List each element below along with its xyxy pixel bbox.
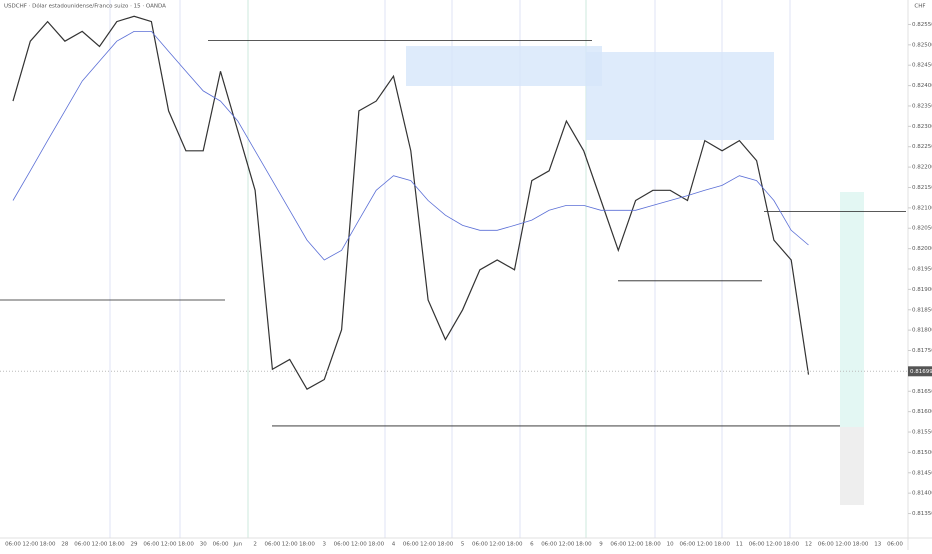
price-line <box>12 15 810 391</box>
x-tick-label: 06:00 <box>5 542 21 548</box>
zone <box>840 192 864 427</box>
x-tick-label: 10 <box>667 542 674 548</box>
x-tick-label: 12:00 <box>489 542 505 548</box>
x-tick-label: 12:00 <box>92 542 108 548</box>
x-tick-label: 4 <box>392 542 396 548</box>
x-tick-label: 06:00 <box>610 542 626 548</box>
x-tick-label: 2 <box>253 542 257 548</box>
x-tick-label: 06:00 <box>74 542 90 548</box>
x-tick-label: 18:00 <box>368 542 384 548</box>
x-tick-label: 18:00 <box>178 542 194 548</box>
x-tick-label: 18:00 <box>714 542 730 548</box>
x-tick-label: 06:00 <box>472 542 488 548</box>
x-tick-label: 06:00 <box>818 542 834 548</box>
x-tick-label: 18:00 <box>299 542 315 548</box>
x-tick-label: 30 <box>200 542 207 548</box>
x-tick-label: 06:00 <box>143 542 159 548</box>
x-tick-label: 06:00 <box>403 542 419 548</box>
x-tick-label: 06:00 <box>213 542 229 548</box>
current-price-box <box>908 366 932 377</box>
x-tick-label: 12:00 <box>835 542 851 548</box>
x-tick-label: 12:00 <box>161 542 177 548</box>
moving-average <box>12 31 809 261</box>
zone <box>840 427 864 505</box>
zone <box>406 46 602 86</box>
x-tick-label: 18:00 <box>852 542 868 548</box>
x-tick-label: Jun <box>233 542 243 548</box>
x-tick-label: 06:00 <box>680 542 696 548</box>
x-tick-label: 5 <box>461 542 465 548</box>
x-tick-label: 18:00 <box>576 542 592 548</box>
x-tick-label: 06:00 <box>541 542 557 548</box>
x-tick-label: 29 <box>131 542 138 548</box>
x-tick-label: 06:00 <box>264 542 280 548</box>
x-tick-label: 12:00 <box>628 542 644 548</box>
x-tick-label: 12:00 <box>766 542 782 548</box>
x-tick-label: 18:00 <box>645 542 661 548</box>
x-tick-label: 12:00 <box>420 542 436 548</box>
chart-title: USDCHF · Dólar estadounidense/Franco sui… <box>4 3 166 10</box>
x-tick-label: 12 <box>805 542 812 548</box>
x-tick-label: 12:00 <box>282 542 298 548</box>
x-tick-label: 18:00 <box>783 542 799 548</box>
x-tick-label: 11 <box>736 542 743 548</box>
x-tick-label: 06:00 <box>749 542 765 548</box>
x-tick-label: 28 <box>61 542 68 548</box>
x-tick-label: 18:00 <box>109 542 125 548</box>
x-tick-label: 9 <box>599 542 603 548</box>
x-tick-label: 06:00 <box>334 542 350 548</box>
zone <box>586 52 774 140</box>
x-tick-label: 12:00 <box>22 542 38 548</box>
x-tick-label: 12:00 <box>558 542 574 548</box>
current-price-label: 0.81699 <box>910 369 932 375</box>
x-tick-label: 18:00 <box>437 542 453 548</box>
x-tick-label: 3 <box>323 542 327 548</box>
x-tick-label: 12:00 <box>351 542 367 548</box>
x-tick-label: 18:00 <box>40 542 56 548</box>
x-tick-label: 6 <box>530 542 534 548</box>
currency: CHF <box>914 4 925 10</box>
x-tick-label: 12:00 <box>697 542 713 548</box>
x-tick-label: 18:00 <box>507 542 523 548</box>
x-tick-label: 13 <box>874 542 881 548</box>
x-tick-label: 06:00 <box>887 542 903 548</box>
